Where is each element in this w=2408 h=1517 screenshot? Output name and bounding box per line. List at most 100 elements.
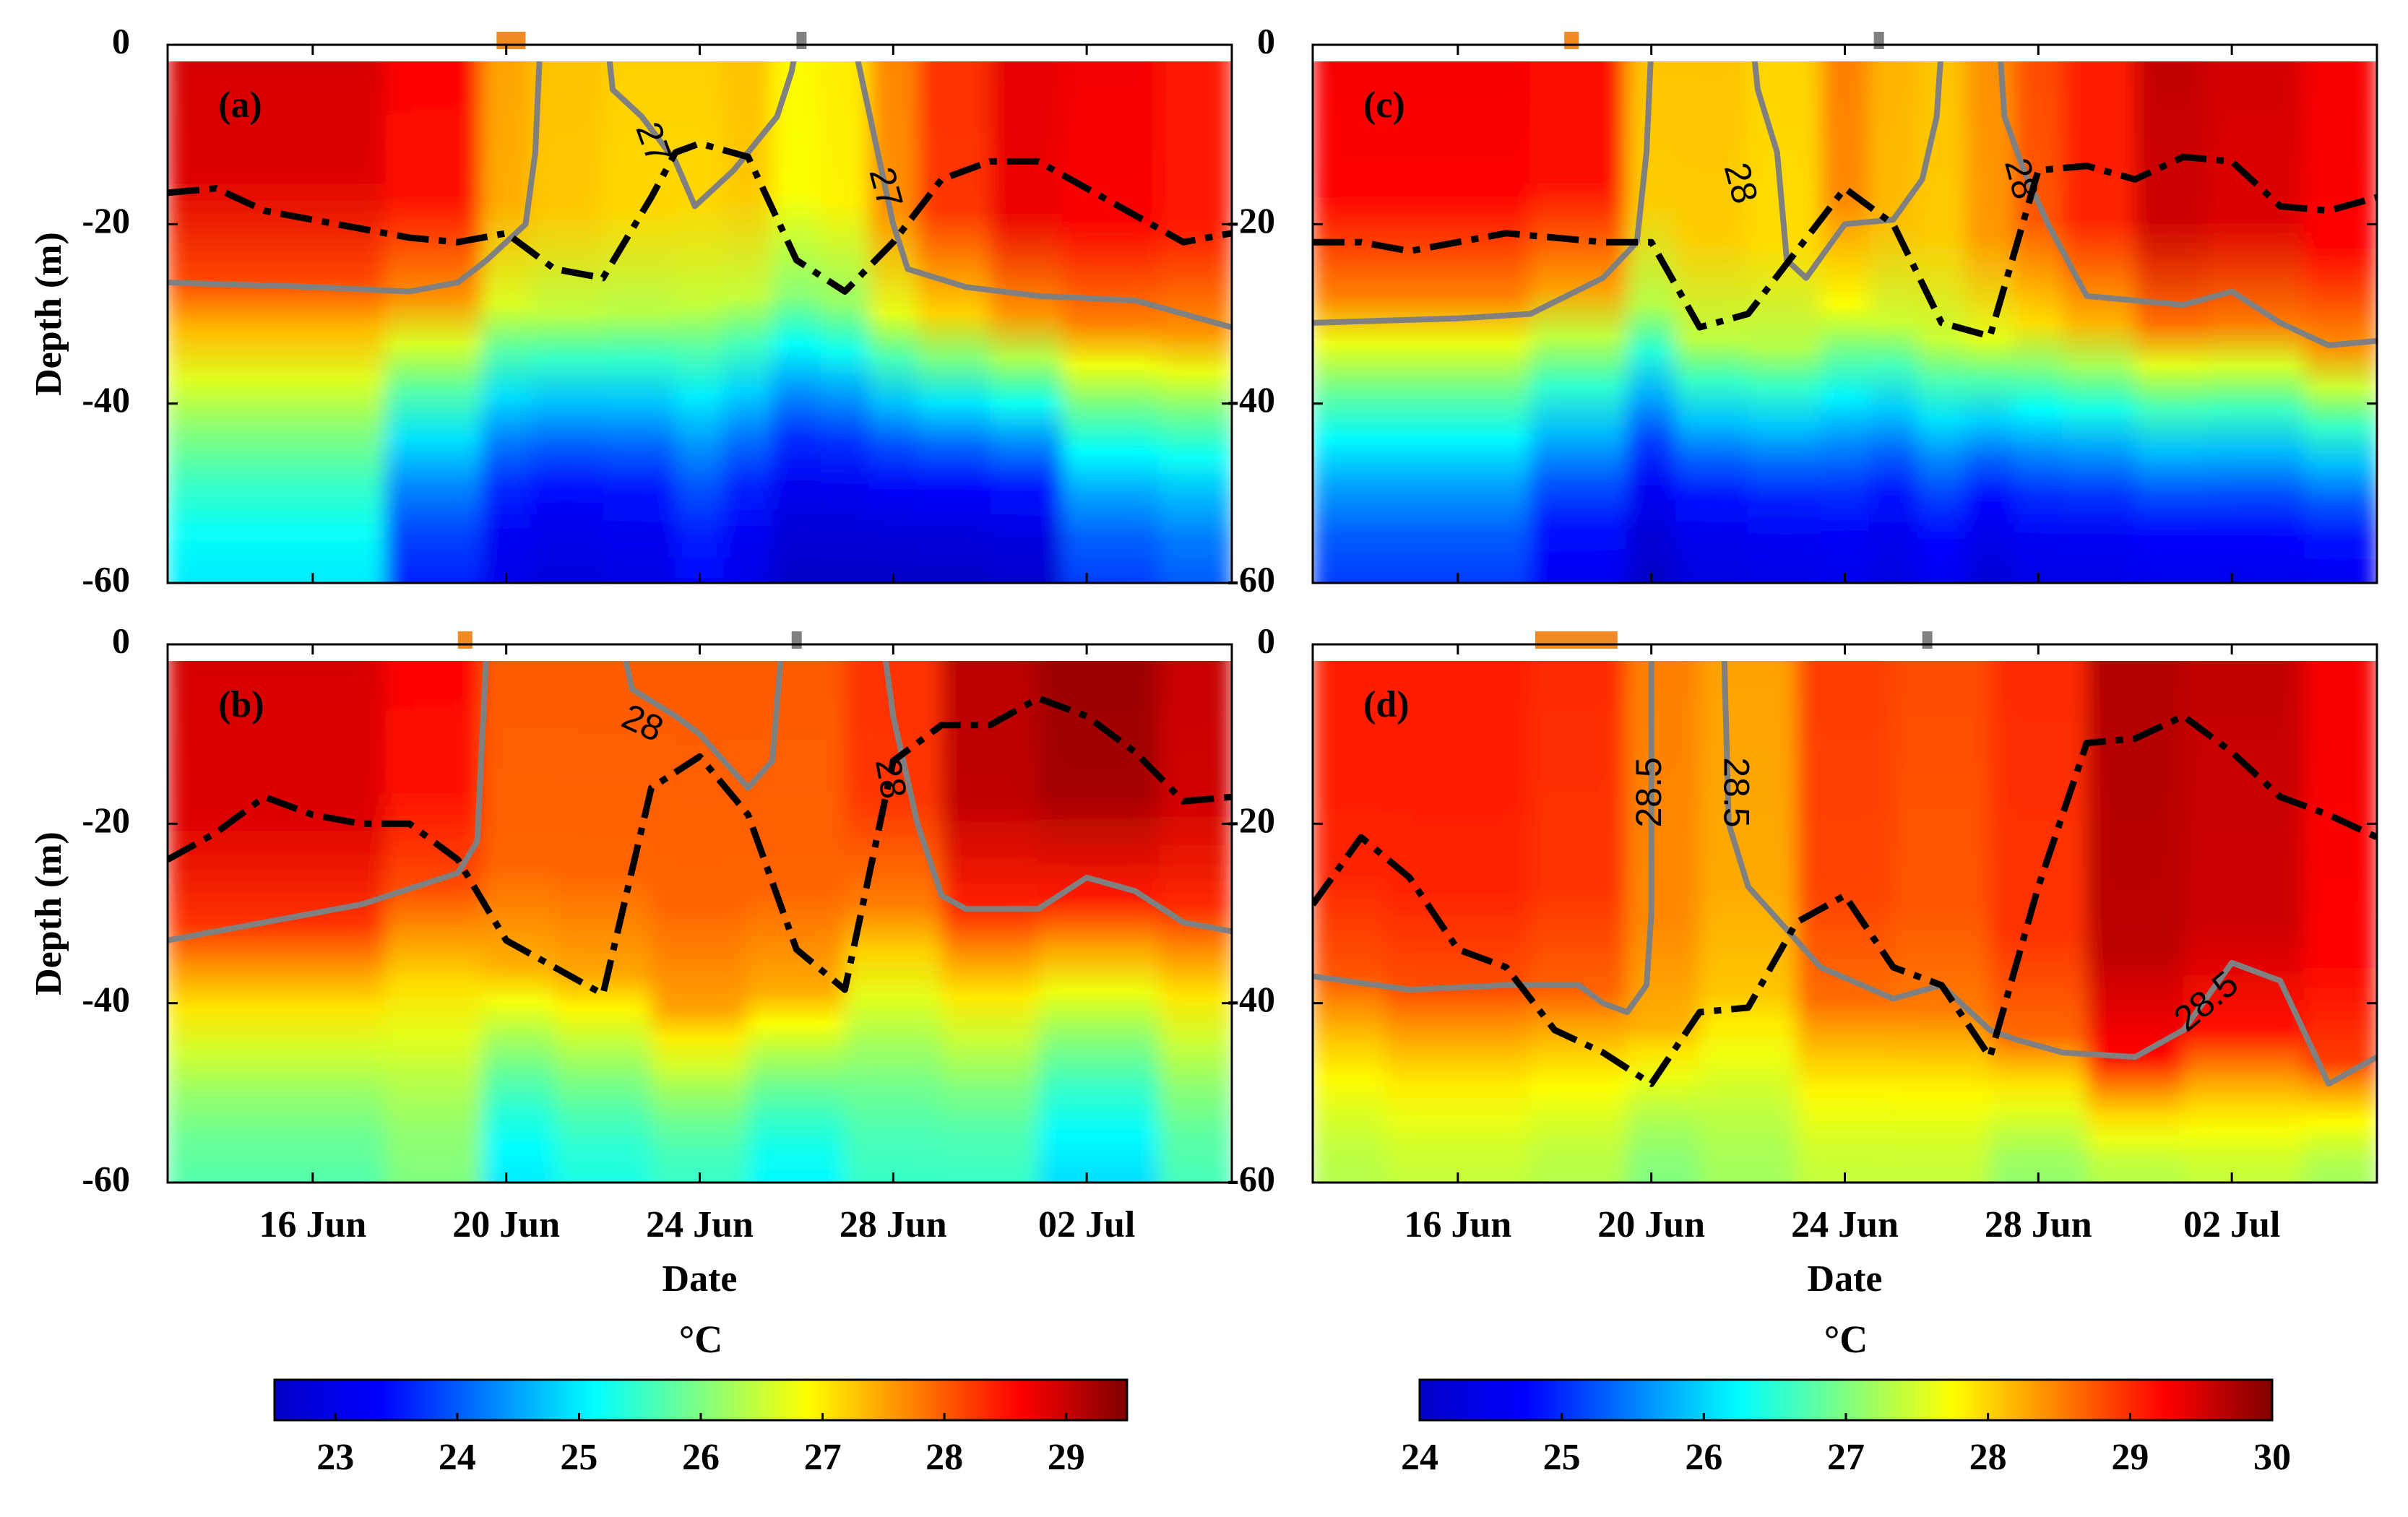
temperature-column [2086, 661, 2184, 1183]
temperature-column [1062, 61, 1160, 583]
temperature-column [481, 661, 556, 1183]
isotherm-contour [168, 661, 1232, 943]
colorbar-tick-label: 25 [1543, 1437, 1581, 1478]
y-tick-label: -40 [1227, 979, 1275, 1019]
colorbar-tick-label: 30 [2253, 1437, 2291, 1478]
isotherm-line [168, 61, 543, 295]
isotherm-line [1313, 661, 1654, 1016]
temperature-column [2134, 61, 2209, 583]
isotherm-line [168, 661, 489, 943]
y-tick-label: -20 [1227, 800, 1275, 840]
temperature-column [2304, 61, 2377, 583]
mixed-layer-depth-line [168, 140, 1232, 295]
temperature-column [1989, 661, 2087, 1183]
x-tick-label: 24 Jun [646, 1204, 754, 1245]
event-marker [496, 32, 526, 49]
y-tick-label: -60 [1227, 1158, 1275, 1198]
temperature-column [1748, 61, 1821, 583]
temperature-field [1313, 661, 2377, 1183]
y-tick-label: -40 [82, 979, 130, 1019]
temperature-column [1529, 61, 1628, 583]
temperature-column [2304, 661, 2377, 1183]
event-marker [1564, 32, 1579, 49]
temperature-column [1529, 661, 1628, 1183]
y-tick-label: -20 [82, 200, 130, 241]
isotherm-line [606, 61, 797, 209]
temperature-column [772, 61, 821, 583]
x-tick-label: 28 Jun [1985, 1204, 2092, 1245]
isotherm-label: 28.5 [1716, 757, 1756, 827]
temperature-column [2183, 661, 2305, 1183]
temperature-field [168, 61, 1232, 583]
y-tick-label: -20 [82, 800, 130, 840]
panel-label: (a) [218, 85, 262, 126]
colorbar-tick-label: 27 [1827, 1437, 1865, 1478]
y-tick-label: 0 [1257, 620, 1275, 660]
temperature-column [989, 61, 1063, 583]
colorbar-tick-label: 23 [316, 1437, 354, 1478]
isotherm-line [1998, 61, 2377, 348]
temperature-column [917, 61, 991, 583]
colorbar-tick-label: 26 [682, 1437, 720, 1478]
isotherm-line [1721, 661, 2377, 1087]
y-tick-label: 0 [112, 20, 130, 61]
temperature-column [2062, 61, 2136, 583]
x-tick-label: 24 Jun [1791, 1204, 1899, 1245]
temperature-field [168, 661, 1232, 1183]
event-marker [457, 631, 472, 649]
temperature-column [941, 661, 1039, 1183]
isotherm-label: 28.5 [1628, 757, 1669, 827]
temperature-column [1384, 661, 1531, 1183]
temperature-column [384, 661, 483, 1183]
temperature-column [723, 61, 773, 583]
y-axis-label: Depth (m) [28, 232, 69, 396]
event-marker [791, 631, 802, 649]
isotherm-line [623, 661, 784, 791]
temperature-column [1820, 61, 1870, 583]
temperature-field [1313, 61, 2377, 583]
x-tick-label: 16 Jun [259, 1204, 366, 1245]
event-marker [1922, 631, 1933, 649]
x-axis-label: Date [1808, 1258, 1883, 1300]
colorbar-title: °C [679, 1318, 723, 1361]
isotherm-contour [168, 61, 1232, 330]
event-marker [796, 32, 807, 49]
temperature-column [239, 61, 386, 583]
y-tick-label: 0 [1257, 20, 1275, 61]
colorbar-1: °C 23 24 25 26 27 28 29 [273, 1318, 1129, 1478]
temperature-column [1626, 661, 1701, 1183]
temperature-column [168, 61, 241, 583]
temperature-column [651, 661, 748, 1183]
x-tick-label: 20 Jun [1597, 1204, 1705, 1245]
panel-c: 28 280-20-40-60(c) [1227, 20, 2378, 599]
isotherm-line [1313, 61, 1654, 326]
isotherm-line [882, 661, 1232, 935]
colorbar-tick-label: 26 [1685, 1437, 1722, 1478]
temperature-column [1626, 61, 1676, 583]
temperature-column [1892, 661, 1990, 1183]
colorbar-2: °C 24 25 26 27 28 29 30 [1401, 1318, 2291, 1478]
temperature-column [2207, 61, 2305, 583]
isotherm-line [1751, 61, 1943, 281]
y-axis-label: Depth (m) [28, 831, 69, 995]
temperature-column [481, 61, 531, 583]
x-tick-label: 02 Jul [1038, 1204, 1135, 1245]
x-tick-label: 16 Jun [1404, 1204, 1511, 1245]
y-tick-label: -60 [1227, 558, 1275, 599]
isotherm-line [855, 61, 1232, 330]
event-marker [1873, 32, 1884, 49]
temperature-column [530, 61, 604, 583]
panel-label: (c) [1363, 85, 1405, 126]
x-tick-label: 28 Jun [840, 1204, 947, 1245]
temperature-column [1675, 61, 1749, 583]
isotherm-contour [1313, 61, 2377, 348]
colorbar-tick-label: 28 [925, 1437, 963, 1478]
temperature-column [168, 661, 241, 1183]
event-marker [1535, 631, 1618, 649]
y-tick-label: -40 [82, 379, 130, 420]
colorbar-tick-label: 24 [1401, 1437, 1438, 1478]
temperature-column [2014, 61, 2063, 583]
